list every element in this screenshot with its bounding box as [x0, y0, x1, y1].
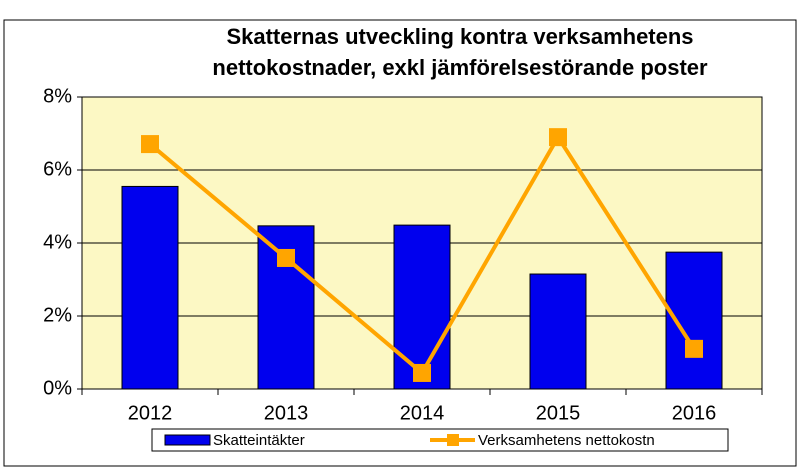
x-tick-label: 2014 [400, 402, 445, 424]
marker [685, 339, 703, 358]
legend-swatch [164, 434, 211, 446]
x-tick-label: 2013 [264, 402, 309, 424]
y-tick-label: 4% [43, 231, 72, 253]
x-tick-label: 2015 [536, 402, 581, 424]
legend-label: Skatteintäkter [213, 432, 305, 449]
bar [393, 224, 451, 390]
marker [277, 248, 295, 267]
legend-marker [447, 434, 459, 446]
bar [257, 225, 315, 390]
marker [549, 128, 567, 147]
y-tick-label: 8% [43, 85, 72, 107]
marker [413, 363, 431, 382]
y-tick-label: 6% [43, 158, 72, 180]
x-tick-label: 2016 [672, 402, 717, 424]
chart-title: Skatternas utveckling kontra verksamhete… [226, 24, 693, 49]
x-tick-label: 2012 [128, 402, 173, 424]
legend-label: Verksamhetens nettokostn [478, 432, 655, 449]
bar [529, 273, 587, 390]
y-tick-label: 2% [43, 304, 72, 326]
y-tick-label: 0% [43, 377, 72, 399]
chart-title: nettokostnader, exkl jämförelsestörande … [212, 55, 708, 80]
bar [121, 185, 179, 390]
marker [141, 135, 159, 154]
